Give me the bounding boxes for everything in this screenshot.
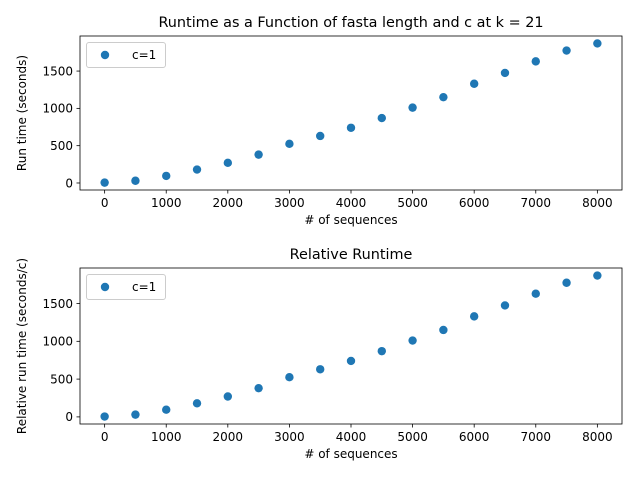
data-point bbox=[316, 365, 325, 374]
data-point bbox=[500, 301, 510, 310]
x-tick-label: 6000 bbox=[459, 196, 490, 210]
data-point bbox=[346, 123, 356, 132]
data-point bbox=[316, 131, 325, 141]
x-tick-label: 6000 bbox=[459, 430, 490, 444]
data-point bbox=[531, 57, 540, 66]
x-axis-label: # of sequences bbox=[304, 213, 397, 227]
legend: c=1 bbox=[86, 42, 166, 68]
data-point bbox=[408, 336, 417, 345]
y-axis-label: Run time (seconds) bbox=[15, 55, 29, 171]
x-tick-label: 8000 bbox=[582, 430, 613, 444]
x-tick-label: 1000 bbox=[151, 430, 182, 444]
x-tick-label: 4000 bbox=[336, 430, 367, 444]
data-point bbox=[254, 383, 263, 393]
x-tick-label: 5000 bbox=[397, 196, 428, 210]
y-tick-label: 0 bbox=[65, 410, 73, 424]
data-point bbox=[192, 165, 202, 174]
legend-marker bbox=[100, 282, 110, 292]
data-point bbox=[593, 39, 602, 48]
data-point bbox=[346, 356, 356, 366]
data-point bbox=[192, 399, 202, 408]
y-tick-label: 1500 bbox=[42, 297, 73, 311]
y-tick-label: 1000 bbox=[42, 335, 73, 349]
x-tick-label: 7000 bbox=[520, 196, 551, 210]
data-point bbox=[223, 158, 233, 168]
legend-box bbox=[86, 274, 166, 300]
data-point bbox=[439, 325, 448, 335]
data-point bbox=[254, 150, 263, 159]
data-point bbox=[531, 289, 540, 298]
data-point bbox=[439, 92, 448, 102]
data-point bbox=[408, 103, 417, 112]
x-tick-label: 0 bbox=[101, 196, 109, 210]
data-point bbox=[562, 278, 571, 287]
data-point bbox=[223, 392, 233, 401]
chart-title: Relative Runtime bbox=[290, 247, 413, 263]
data-point bbox=[562, 46, 571, 55]
data-point bbox=[285, 373, 294, 382]
data-point bbox=[162, 171, 171, 181]
y-axis-label: Relative run time (seconds/c) bbox=[15, 258, 29, 434]
x-axis-label: # of sequences bbox=[304, 447, 397, 461]
chart-title: Runtime as a Function of fasta length an… bbox=[158, 15, 543, 31]
y-tick-label: 1500 bbox=[42, 64, 73, 78]
x-tick-label: 3000 bbox=[274, 430, 305, 444]
data-point bbox=[500, 68, 510, 78]
data-point bbox=[100, 178, 109, 187]
x-tick-label: 2000 bbox=[213, 430, 244, 444]
y-tick-label: 500 bbox=[50, 372, 73, 386]
x-tick-label: 5000 bbox=[397, 430, 428, 444]
data-point bbox=[131, 410, 140, 419]
y-tick-label: 500 bbox=[50, 139, 73, 153]
data-point bbox=[377, 113, 386, 123]
x-tick-label: 3000 bbox=[274, 196, 305, 210]
data-point bbox=[593, 271, 602, 280]
x-tick-label: 4000 bbox=[336, 196, 367, 210]
legend-label: c=1 bbox=[132, 48, 156, 62]
legend: c=1 bbox=[86, 274, 166, 300]
chart-1: Runtime as a Function of fasta length an… bbox=[15, 15, 623, 227]
data-point bbox=[162, 405, 171, 414]
data-point bbox=[377, 346, 386, 356]
x-tick-label: 2000 bbox=[213, 196, 244, 210]
data-point bbox=[469, 79, 479, 88]
legend-label: c=1 bbox=[132, 280, 156, 294]
x-tick-label: 7000 bbox=[520, 430, 551, 444]
legend-box bbox=[86, 42, 166, 68]
data-point bbox=[131, 176, 140, 185]
data-point bbox=[100, 412, 109, 421]
y-tick-label: 1000 bbox=[42, 102, 73, 116]
x-tick-label: 8000 bbox=[582, 196, 613, 210]
data-point bbox=[469, 312, 479, 321]
y-tick-label: 0 bbox=[65, 176, 73, 190]
x-tick-label: 1000 bbox=[151, 196, 182, 210]
legend-marker bbox=[100, 50, 110, 60]
x-tick-label: 0 bbox=[101, 430, 109, 444]
data-point bbox=[285, 139, 294, 149]
